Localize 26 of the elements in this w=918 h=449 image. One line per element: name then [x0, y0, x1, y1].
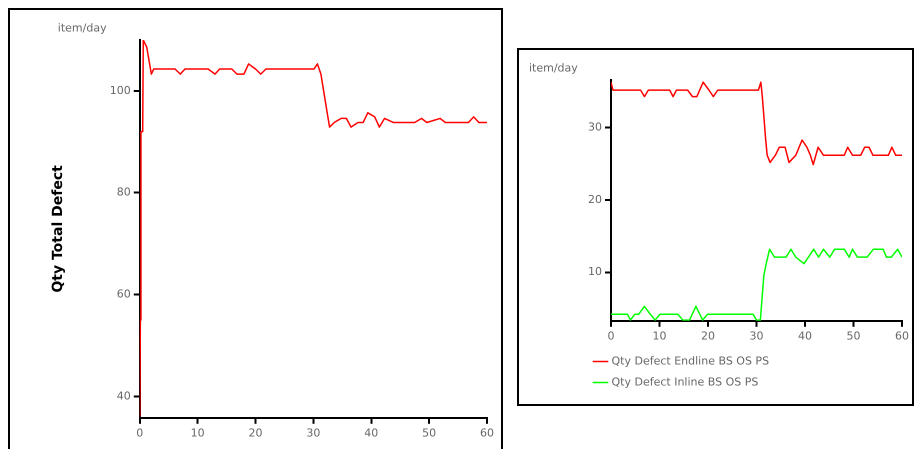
- x-tick-label: 10: [652, 329, 666, 342]
- x-tick-label: 60: [480, 426, 494, 440]
- y-tick-label: 40: [116, 389, 131, 402]
- x-tick-label: 50: [422, 426, 436, 440]
- x-tick-label: 30: [750, 329, 764, 342]
- legend-label: Qty Defect Inline BS OS PS: [612, 375, 758, 388]
- x-tick-label: 20: [701, 329, 715, 342]
- text: item/day: [58, 21, 108, 34]
- y-tick-label: 80: [116, 186, 131, 199]
- y-tick-label: 60: [116, 287, 131, 300]
- y-tick-label: 10: [588, 265, 602, 278]
- y-tick-label: 30: [588, 120, 602, 134]
- y-tick-label: 100: [110, 84, 131, 97]
- x-tick-label: 30: [306, 426, 320, 440]
- x-tick-label: 0: [607, 329, 614, 342]
- x-tick-label: 60: [895, 329, 909, 342]
- y-axis-title: Qty Total Defect: [50, 164, 66, 293]
- x-tick-label: 0: [136, 426, 144, 440]
- legend-label: Qty Defect Endline BS OS PS: [612, 354, 770, 368]
- x-tick-label: 40: [364, 426, 378, 440]
- x-tick-label: 40: [798, 329, 812, 342]
- x-tick-label: 50: [846, 329, 860, 342]
- text: item/day: [528, 61, 578, 74]
- y-tick-label: 20: [588, 192, 602, 206]
- x-tick-label: 20: [248, 426, 263, 440]
- x-tick-label: 10: [190, 426, 205, 440]
